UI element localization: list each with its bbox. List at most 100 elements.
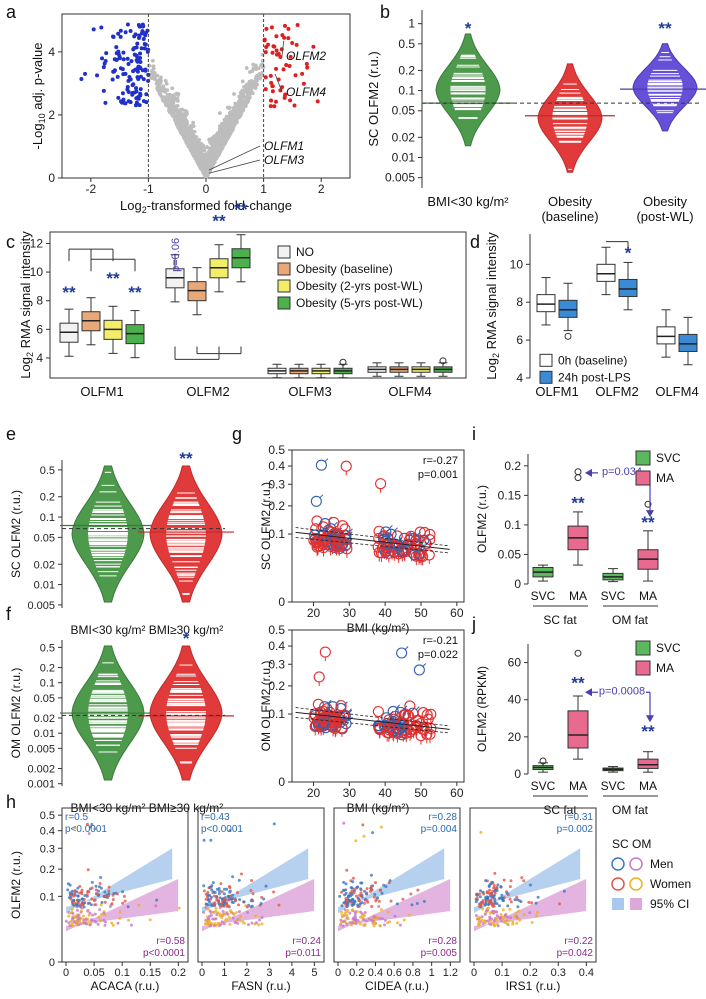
grey-point [163, 78, 168, 83]
data-point [212, 894, 216, 898]
data-point [499, 912, 503, 916]
down-regulated-point [139, 46, 144, 51]
data-point [272, 822, 276, 826]
data-point [350, 889, 354, 893]
data-point [481, 890, 485, 894]
y-axis-label: Log2 RMA signal intensity [18, 231, 35, 379]
ci-band-sc [66, 848, 173, 914]
legend-marker-sc [611, 877, 625, 891]
data-point [211, 910, 215, 914]
data-point [249, 888, 253, 892]
data-point [93, 903, 97, 907]
data-point [83, 901, 87, 905]
data-point [251, 892, 255, 896]
data-point [246, 910, 250, 914]
data-point [79, 909, 83, 913]
down-regulated-point [101, 65, 106, 70]
om-correlation-r: r=0.22 [564, 936, 593, 947]
data-point [231, 893, 235, 897]
up-regulated-point [290, 40, 295, 45]
legend-label: 0h (baseline) [558, 353, 627, 367]
data-point [499, 885, 503, 889]
data-point [221, 909, 225, 913]
gene-annotation: OLFM4 [286, 85, 326, 99]
data-point [82, 918, 86, 922]
data-point [230, 900, 234, 904]
data-point [277, 903, 281, 907]
data-point [361, 823, 365, 827]
data-point [77, 916, 81, 920]
data-point [378, 917, 382, 921]
down-regulated-point [137, 33, 142, 38]
y-tick-label: 0.2 [40, 492, 55, 504]
data-point [377, 899, 381, 903]
data-point [238, 919, 242, 923]
data-point [103, 890, 107, 894]
data-point [212, 890, 216, 894]
grey-point [232, 118, 237, 123]
grey-point [206, 160, 210, 165]
data-point [357, 899, 361, 903]
data-point [348, 899, 352, 903]
grey-point [227, 105, 232, 110]
ci-line [295, 717, 450, 734]
y-tick-label: 40 [508, 693, 522, 707]
data-point [79, 903, 83, 907]
y-tick-label: 0.2 [268, 679, 285, 693]
data-point [217, 900, 221, 904]
data-point [362, 918, 366, 922]
grey-point [181, 133, 186, 138]
grey-point [199, 141, 204, 146]
data-point [70, 907, 74, 911]
down-regulated-point [132, 90, 137, 95]
gene-annotation: OLFM2 [286, 49, 326, 63]
y-tick-label: 0.05 [34, 532, 55, 544]
up-regulated-point [274, 52, 279, 57]
significance-marker: ** [641, 513, 655, 532]
data-point [380, 891, 384, 895]
y-axis-label: OM OLFM2 (r.u.) [259, 661, 273, 752]
up-regulated-point [294, 42, 299, 47]
y-axis-label: SC OLFM2 (r.u.) [259, 482, 273, 570]
y-tick-label: 0.2 [398, 63, 415, 77]
male-point [415, 706, 420, 710]
up-regulated-point [284, 63, 289, 68]
data-point [118, 910, 122, 914]
data-point [102, 918, 106, 922]
plot-frame [291, 449, 465, 603]
grey-point [259, 73, 264, 78]
grey-point [203, 173, 207, 178]
data-point [206, 893, 210, 897]
data-point [78, 919, 82, 923]
grey-point [191, 124, 196, 129]
data-point [480, 915, 484, 919]
data-point [212, 924, 216, 928]
data-point [362, 913, 366, 917]
up-regulated-point [300, 71, 305, 76]
up-regulated-point [293, 73, 298, 78]
data-point [202, 910, 206, 914]
y-tick-label: 0.02 [392, 130, 416, 144]
correlation-p: p=0.001 [418, 469, 458, 481]
grey-point [160, 97, 165, 101]
gene-annotation: OLFM3 [264, 153, 304, 167]
up-regulated-point [280, 33, 285, 38]
y-tick-label: 0.1 [268, 707, 285, 721]
violin-body [149, 465, 223, 603]
data-point [249, 905, 253, 909]
data-point [358, 902, 362, 906]
data-point [217, 922, 221, 926]
x-tick-label: 0.6 [387, 967, 402, 979]
grey-point [240, 79, 245, 84]
data-point [509, 900, 513, 904]
grey-point [171, 99, 176, 104]
y-tick-label: 6 [516, 333, 523, 347]
male-point [417, 547, 422, 552]
data-point [217, 892, 221, 896]
data-point [264, 884, 268, 888]
data-point [72, 894, 76, 898]
legend-label: 24h post-LPS [558, 370, 631, 384]
x-tick-label: 60 [450, 786, 464, 800]
y-tick-label: 0.02 [34, 559, 55, 571]
grey-point [247, 95, 252, 99]
